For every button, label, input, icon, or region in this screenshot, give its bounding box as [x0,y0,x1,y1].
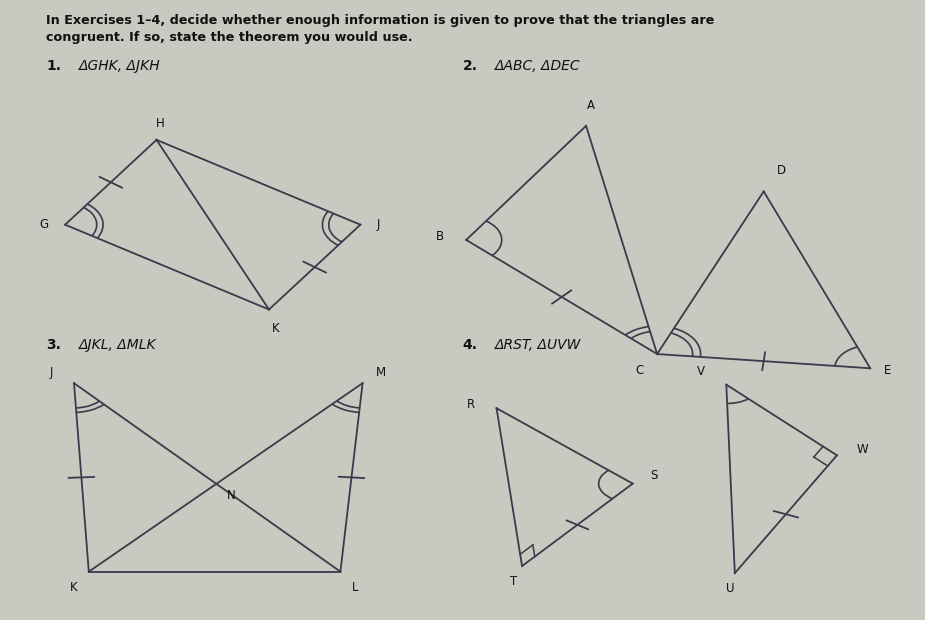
Text: E: E [884,364,892,377]
Text: S: S [650,469,658,482]
Text: J: J [50,366,54,379]
Text: 1.: 1. [46,59,61,73]
Text: ΔABC, ΔDEC: ΔABC, ΔDEC [495,59,581,73]
Text: U: U [726,582,734,595]
Text: R: R [467,398,475,411]
Text: In Exercises 1–4, decide whether enough information is given to prove that the t: In Exercises 1–4, decide whether enough … [46,14,715,27]
Text: C: C [635,364,644,377]
Text: ΔGHK, ΔJKH: ΔGHK, ΔJKH [79,59,160,73]
Text: D: D [777,164,786,177]
Text: B: B [436,230,444,243]
Text: W: W [857,443,869,456]
Text: V: V [697,365,705,378]
Text: A: A [586,99,595,112]
Text: T: T [510,575,517,588]
Text: ΔRST, ΔUVW: ΔRST, ΔUVW [495,338,581,352]
Text: L: L [352,582,359,595]
Text: congruent. If so, state the theorem you would use.: congruent. If so, state the theorem you … [46,31,413,44]
Text: H: H [155,117,165,130]
Text: K: K [272,322,280,335]
Text: M: M [376,366,386,379]
Text: J: J [376,218,379,231]
Text: G: G [40,218,49,231]
Text: K: K [70,582,78,595]
Text: N: N [227,489,236,502]
Text: ΔJKL, ΔMLK: ΔJKL, ΔMLK [79,338,156,352]
Text: 4.: 4. [462,338,477,352]
Text: 3.: 3. [46,338,61,352]
Text: 2.: 2. [462,59,477,73]
